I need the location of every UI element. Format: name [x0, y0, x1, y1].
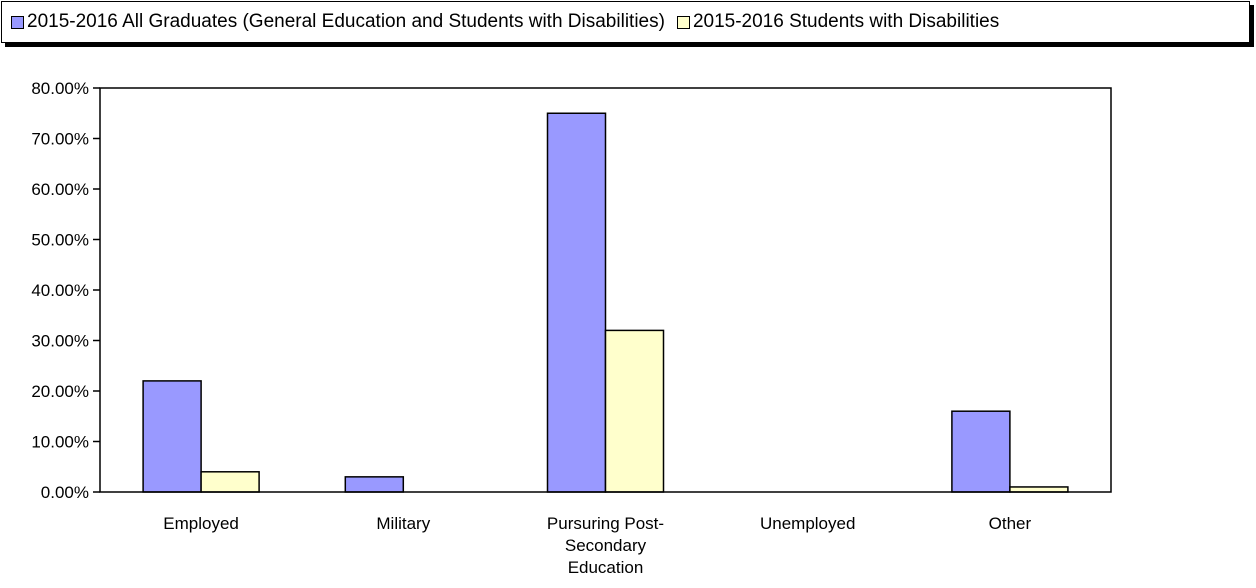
- y-axis-ticks: 0.00% 10.00% 20.00% 30.00% 40.00% 50.00% 60.00…: [31, 79, 100, 502]
- y-tick-label: 40.00%: [31, 281, 89, 300]
- legend-label-students-with-disabilities: 2015-2016 Students with Disabilities: [692, 11, 1000, 32]
- chart-legend: 2015-2016 All Graduates (General Educati…: [1, 1, 1250, 43]
- legend-label-all-graduates: 2015-2016 All Graduates (General Educati…: [27, 11, 665, 32]
- x-tick-label: Unemployed: [760, 514, 855, 533]
- y-tick-label: 70.00%: [31, 130, 89, 149]
- x-tick-label: Employed: [163, 514, 239, 533]
- y-tick-label: 80.00%: [31, 79, 89, 98]
- legend-swatch-all-graduates: [11, 15, 24, 29]
- bars: [142, 112, 1069, 493]
- legend-item-all-graduates: 2015-2016 All Graduates (General Educati…: [11, 11, 665, 33]
- bar-series-2-cat-3: [604, 329, 665, 493]
- bar-series-1-cat-2: [344, 476, 405, 493]
- plot-area-frame: [99, 87, 1112, 493]
- bar-series-2-cat-1: [200, 471, 260, 493]
- x-axis-labels: Employed Military Pursuring Post-Secondary…: [163, 514, 1031, 577]
- y-tick-label: 10.00%: [31, 433, 89, 452]
- bar-series-2-cat-5: [1009, 486, 1069, 493]
- bar-series-1-cat-5: [951, 410, 1011, 493]
- x-tick-label: Pursuring Post-Secondary Education: [547, 514, 664, 577]
- bar-series-1-cat-3: [546, 112, 607, 493]
- y-tick-label: 60.00%: [31, 180, 89, 199]
- bar-series-1-cat-1: [142, 380, 202, 493]
- y-tick-label: 50.00%: [31, 231, 89, 250]
- legend-item-students-with-disabilities: 2015-2016 Students with Disabilities: [676, 11, 1000, 33]
- y-tick-label: 30.00%: [31, 332, 89, 351]
- x-tick-label: Military: [376, 514, 430, 533]
- x-tick-label: Other: [989, 514, 1032, 533]
- y-tick-label: 20.00%: [31, 382, 89, 401]
- legend-swatch-students-with-disabilities: [676, 15, 690, 29]
- y-tick-label: 0.00%: [41, 483, 89, 502]
